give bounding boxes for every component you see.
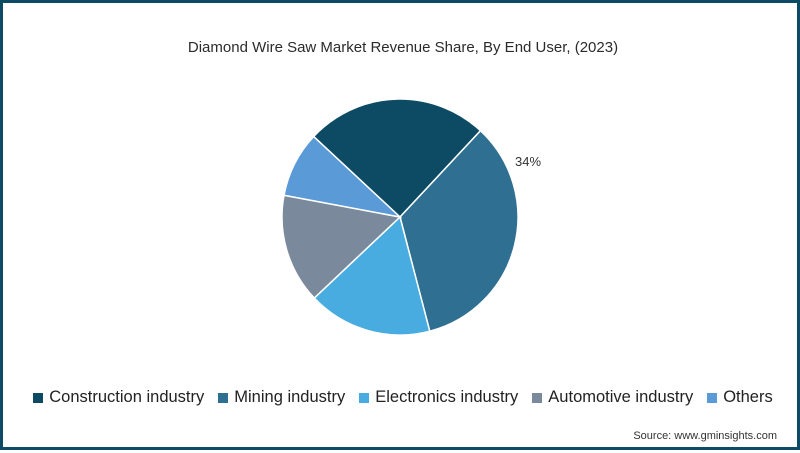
legend-label: Construction industry xyxy=(49,388,205,406)
legend-swatch-icon xyxy=(218,392,229,403)
legend-item-electronics: Electronics industry xyxy=(359,388,518,407)
pie-slice-mining xyxy=(399,129,519,333)
pie-chart: 34% xyxy=(281,98,541,336)
legend-item-others: Others xyxy=(707,388,773,407)
legend: Construction industry Mining industry El… xyxy=(3,388,800,407)
legend-label: Electronics industry xyxy=(375,388,519,406)
legend-swatch-icon xyxy=(33,392,44,403)
pie-slice-automotive xyxy=(281,194,402,300)
legend-label: Automotive industry xyxy=(548,388,694,406)
legend-label: Others xyxy=(723,388,773,406)
legend-swatch-icon xyxy=(707,392,718,403)
source-credit: Source: www.gminsights.com xyxy=(633,430,777,442)
legend-label: Mining industry xyxy=(234,388,346,406)
pie-slice-others xyxy=(283,135,403,219)
legend-item-construction: Construction industry xyxy=(33,388,204,407)
legend-item-automotive: Automotive industry xyxy=(532,388,693,407)
mining-percentage-label: 34% xyxy=(515,154,541,169)
legend-swatch-icon xyxy=(532,392,543,403)
legend-item-mining: Mining industry xyxy=(218,388,345,407)
pie-slices xyxy=(281,98,519,336)
pie-slice-construction xyxy=(312,98,482,219)
chart-title: Diamond Wire Saw Market Revenue Share, B… xyxy=(187,39,619,56)
pie-slice-electronics xyxy=(313,215,431,336)
legend-swatch-icon xyxy=(359,392,370,403)
